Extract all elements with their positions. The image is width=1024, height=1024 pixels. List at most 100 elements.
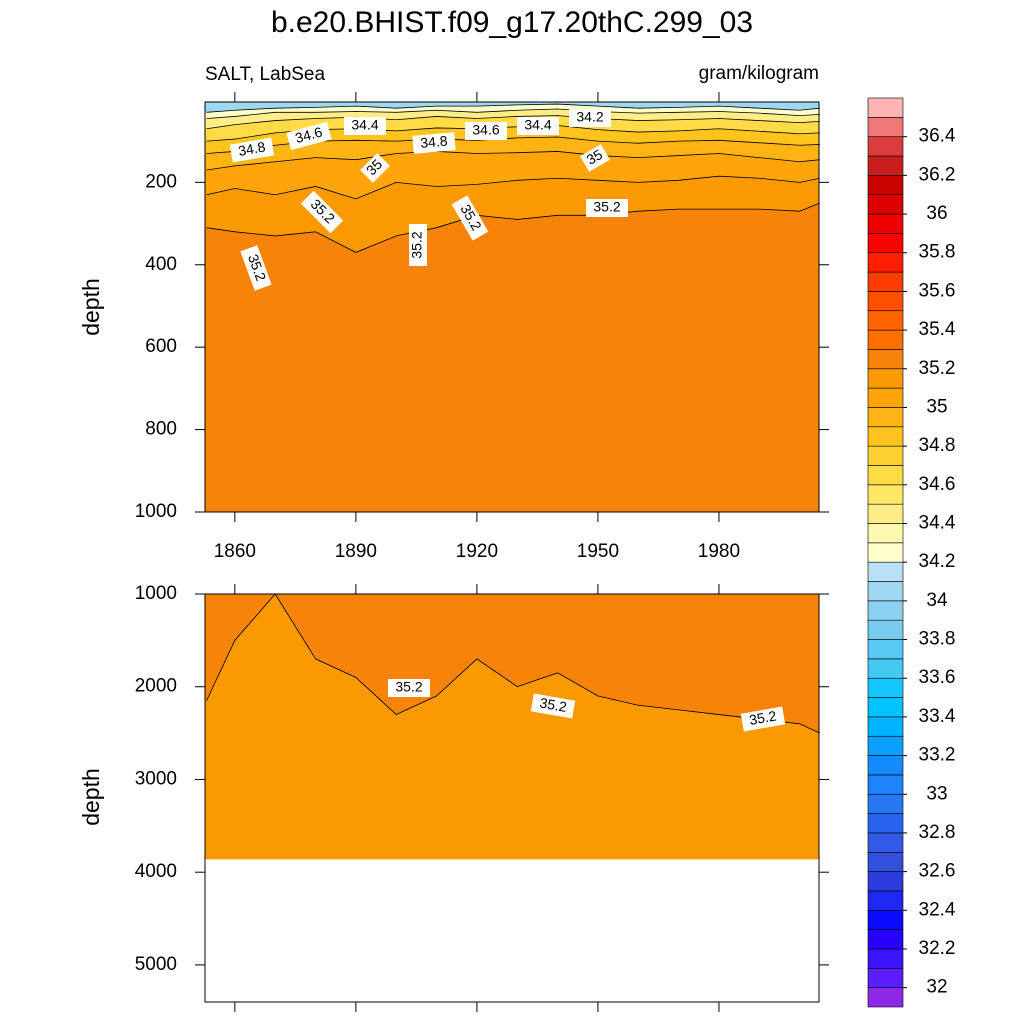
y-axis-label: depth: [78, 768, 104, 826]
colorbar-label: 33.4: [919, 706, 956, 727]
contour-label: 34.6: [472, 122, 499, 138]
contour-label-box: 34.2: [569, 109, 611, 127]
colorbar-label: 32.6: [919, 861, 956, 882]
y-axis-label: depth: [78, 278, 104, 336]
contour-line: [206, 593, 820, 734]
x-tick-label: 1950: [577, 541, 619, 562]
colorbar-box: [867, 426, 904, 447]
subtitle-right: gram/kilogram: [699, 63, 819, 84]
colorbar-label: 35.2: [919, 358, 956, 379]
contour-line: [206, 175, 820, 200]
colorbar-label: 33.6: [919, 667, 956, 688]
colorbar-box: [867, 271, 904, 292]
contour-label-box: 35.2: [530, 693, 576, 719]
colorbar-box: [867, 213, 904, 234]
contour-label-box: 35.2: [409, 224, 427, 266]
colorbar-box: [867, 697, 904, 718]
colorbar-box: [867, 639, 904, 660]
colorbar-label: 32.8: [919, 822, 956, 843]
colorbar-box: [867, 542, 904, 563]
contour-label: 34.6: [293, 123, 324, 146]
contour-label-bg: [451, 195, 489, 241]
colorbar-label: 33.2: [919, 745, 956, 766]
colorbar-box: [867, 735, 904, 756]
contour-label-bg: [286, 121, 332, 151]
contour-label-bg: [517, 117, 559, 135]
contour-label: 34.2: [576, 109, 603, 125]
y-tick-label: 200: [145, 171, 177, 192]
contour-label: 35.2: [409, 231, 425, 258]
contour-label: 34.8: [420, 133, 449, 151]
colorbar-box: [867, 523, 904, 544]
contour-line: [206, 151, 820, 171]
contour-label-box: 34.6: [465, 122, 507, 140]
colorbar-box: [867, 97, 904, 118]
colorbar-box: [867, 136, 904, 157]
colorbar-label: 32.2: [919, 938, 956, 959]
colorbar-box: [867, 503, 904, 524]
contour-line: [206, 108, 820, 119]
colorbar-box: [867, 155, 904, 176]
contour-label-bg: [409, 224, 427, 266]
contour-label-bg: [360, 153, 390, 183]
y-tick-label: 800: [145, 419, 177, 440]
colorbar-label: 35.6: [919, 280, 956, 301]
colorbar-box: [867, 890, 904, 911]
y-tick-label: 5000: [135, 954, 177, 975]
contour-label: 35.2: [395, 679, 422, 695]
colorbar-box: [867, 233, 904, 254]
contour-label-bg: [344, 117, 386, 135]
colorbar-box: [867, 368, 904, 389]
colorbar-label: 34.4: [919, 513, 956, 534]
colorbar-label: 32: [926, 977, 947, 998]
colorbar-box: [867, 987, 904, 1008]
colorbar-box: [867, 581, 904, 602]
y-tick-label: 3000: [135, 768, 177, 789]
contour-label-box: 35.2: [586, 199, 628, 217]
colorbar-box: [867, 968, 904, 988]
colorbar-label: 35.8: [919, 242, 956, 263]
colorbar-box: [867, 948, 904, 969]
contour-label-bg: [569, 109, 611, 127]
colorbar-box: [867, 716, 904, 737]
colorbar-label: 33.8: [919, 629, 956, 650]
contour-label: 35.2: [538, 694, 568, 715]
contour-line: [206, 115, 820, 130]
colorbar-box: [867, 252, 904, 273]
contour-label: 35.2: [748, 707, 778, 728]
plot-frame: [204, 101, 820, 513]
contour-label-bg: [740, 706, 786, 732]
y-tick-label: 4000: [135, 861, 177, 882]
colorbar-box: [867, 813, 904, 834]
chart-title: b.e20.BHIST.f09_g17.20thC.299_03: [271, 6, 753, 39]
colorbar-box: [867, 194, 904, 215]
contour-label-box: 34.8: [412, 132, 456, 154]
x-tick-label: 1920: [456, 541, 498, 562]
colorbar-label: 33: [926, 783, 947, 804]
colorbar-box: [867, 871, 904, 892]
colorbar-box: [867, 291, 904, 312]
colorbar-box: [867, 407, 904, 428]
colorbar-box: [867, 117, 904, 137]
colorbar-box: [867, 619, 904, 640]
colorbar-box: [867, 175, 904, 196]
contour-label-bg: [300, 190, 344, 234]
colorbar-label: 34.8: [919, 435, 956, 456]
subtitle-left: SALT, LabSea: [205, 64, 326, 85]
colorbar-label: 35: [926, 396, 947, 417]
contour-label-box: 34.8: [229, 137, 275, 163]
contour-label-box: 34.6: [286, 121, 332, 151]
contour-label-bg: [580, 144, 610, 172]
contour-label-box: 34.4: [344, 117, 386, 135]
contour-label-box: 35: [580, 144, 610, 172]
x-tick-label: 1860: [214, 541, 256, 562]
plot-frame: [204, 593, 820, 1003]
contour-label-bg: [586, 199, 628, 217]
colorbar-box: [867, 310, 904, 331]
contour-label-box: 35.2: [740, 706, 786, 732]
colorbar-label: 36: [926, 203, 947, 224]
colorbar-box: [867, 387, 904, 408]
y-tick-label: 400: [145, 254, 177, 275]
x-tick-label: 1890: [335, 541, 377, 562]
